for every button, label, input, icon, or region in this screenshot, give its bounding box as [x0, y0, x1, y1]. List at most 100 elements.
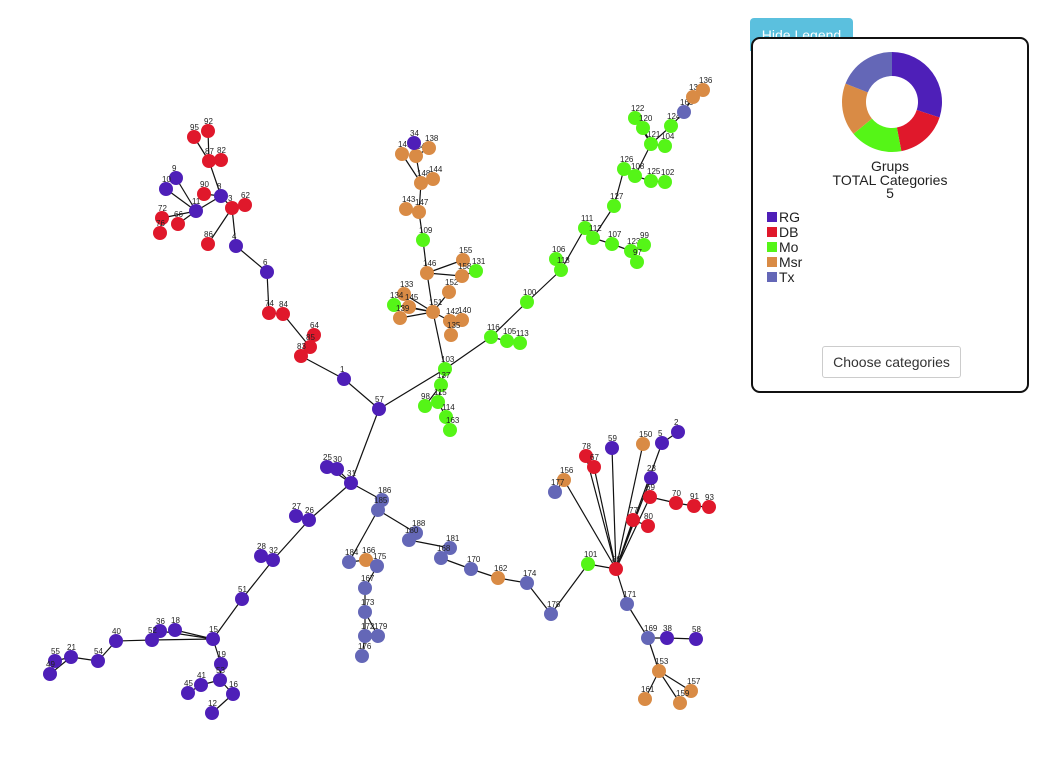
node-97[interactable]	[630, 255, 644, 269]
node-185[interactable]	[371, 503, 385, 517]
node-158[interactable]	[455, 269, 469, 283]
node-174[interactable]	[520, 576, 534, 590]
node-157[interactable]	[684, 684, 698, 698]
node-67[interactable]	[587, 460, 601, 474]
node-155[interactable]	[456, 253, 470, 267]
node-113[interactable]	[513, 336, 527, 350]
node-10[interactable]	[159, 182, 173, 196]
node-170[interactable]	[464, 562, 478, 576]
node-95[interactable]	[187, 130, 201, 144]
node-23[interactable]	[644, 471, 658, 485]
node-49[interactable]	[43, 667, 57, 681]
node-134[interactable]	[387, 298, 401, 312]
node-102[interactable]	[658, 175, 672, 189]
node-11[interactable]	[189, 204, 203, 218]
node-15[interactable]	[206, 632, 220, 646]
node-41[interactable]	[194, 678, 208, 692]
node-106[interactable]	[549, 252, 563, 266]
node-90[interactable]	[197, 187, 211, 201]
node-74[interactable]	[262, 306, 276, 320]
node-32[interactable]	[266, 553, 280, 567]
node-86[interactable]	[201, 237, 215, 251]
node-34[interactable]	[407, 136, 421, 150]
node-12[interactable]	[205, 706, 219, 720]
node-70[interactable]	[669, 496, 683, 510]
node-123[interactable]	[624, 244, 638, 258]
node-40[interactable]	[109, 634, 123, 648]
node-172[interactable]	[358, 629, 372, 643]
node-72[interactable]	[155, 211, 169, 225]
node-38[interactable]	[660, 631, 674, 645]
node-127[interactable]	[607, 199, 621, 213]
node-8[interactable]	[214, 189, 228, 203]
node-139[interactable]	[393, 311, 407, 325]
node-31[interactable]	[344, 476, 358, 490]
node-176[interactable]	[355, 649, 369, 663]
node-18[interactable]	[168, 623, 182, 637]
node-111[interactable]	[578, 221, 592, 235]
node-27[interactable]	[289, 509, 303, 523]
node-162[interactable]	[491, 571, 505, 585]
node-126[interactable]	[617, 162, 631, 176]
node-154[interactable]	[409, 149, 423, 163]
node-151[interactable]	[426, 305, 440, 319]
node-120[interactable]	[636, 121, 650, 135]
node-143[interactable]	[399, 202, 413, 216]
node-142[interactable]	[443, 314, 457, 328]
node-2[interactable]	[671, 425, 685, 439]
node-6[interactable]	[260, 265, 274, 279]
node-82[interactable]	[214, 153, 228, 167]
node-26[interactable]	[302, 513, 316, 527]
node-168[interactable]	[434, 551, 448, 565]
node-140[interactable]	[455, 313, 469, 327]
node-179[interactable]	[371, 629, 385, 643]
node-69[interactable]	[643, 490, 657, 504]
node-173[interactable]	[358, 605, 372, 619]
node-118[interactable]	[554, 263, 568, 277]
node-3[interactable]	[225, 201, 239, 215]
node-112[interactable]	[586, 231, 600, 245]
node-107[interactable]	[605, 237, 619, 251]
node-58[interactable]	[689, 632, 703, 646]
node-152[interactable]	[442, 285, 456, 299]
node-109[interactable]	[416, 233, 430, 247]
node-163[interactable]	[443, 423, 457, 437]
node-180[interactable]	[402, 533, 416, 547]
node-144[interactable]	[426, 172, 440, 186]
node-105[interactable]	[500, 334, 514, 348]
node-54[interactable]	[91, 654, 105, 668]
node-92[interactable]	[201, 124, 215, 138]
node-181[interactable]	[443, 541, 457, 555]
node-108[interactable]	[628, 169, 642, 183]
node-104[interactable]	[658, 139, 672, 153]
node-161[interactable]	[638, 692, 652, 706]
node-28[interactable]	[254, 549, 268, 563]
node-21[interactable]	[64, 650, 78, 664]
node-145[interactable]	[402, 300, 416, 314]
node-53[interactable]	[213, 673, 227, 687]
node-103[interactable]	[438, 362, 452, 376]
node-64[interactable]	[307, 328, 321, 342]
node-83[interactable]	[294, 349, 308, 363]
node-156[interactable]	[557, 473, 571, 487]
node-100[interactable]	[520, 295, 534, 309]
node-51[interactable]	[235, 592, 249, 606]
node-36[interactable]	[153, 624, 167, 638]
node-146[interactable]	[420, 266, 434, 280]
node-87[interactable]	[202, 154, 216, 168]
node-136[interactable]	[696, 83, 710, 97]
node-30[interactable]	[330, 462, 344, 476]
node-77[interactable]	[626, 513, 640, 527]
node-131[interactable]	[469, 264, 483, 278]
node-52[interactable]	[145, 633, 159, 647]
node-85[interactable]	[303, 340, 317, 354]
node-101[interactable]	[581, 557, 595, 571]
node-76[interactable]	[153, 226, 167, 240]
node-66[interactable]	[171, 217, 185, 231]
node-141[interactable]	[395, 147, 409, 161]
node-121[interactable]	[644, 137, 658, 151]
node-137[interactable]	[434, 378, 448, 392]
node-138[interactable]	[422, 141, 436, 155]
node-80[interactable]	[641, 519, 655, 533]
